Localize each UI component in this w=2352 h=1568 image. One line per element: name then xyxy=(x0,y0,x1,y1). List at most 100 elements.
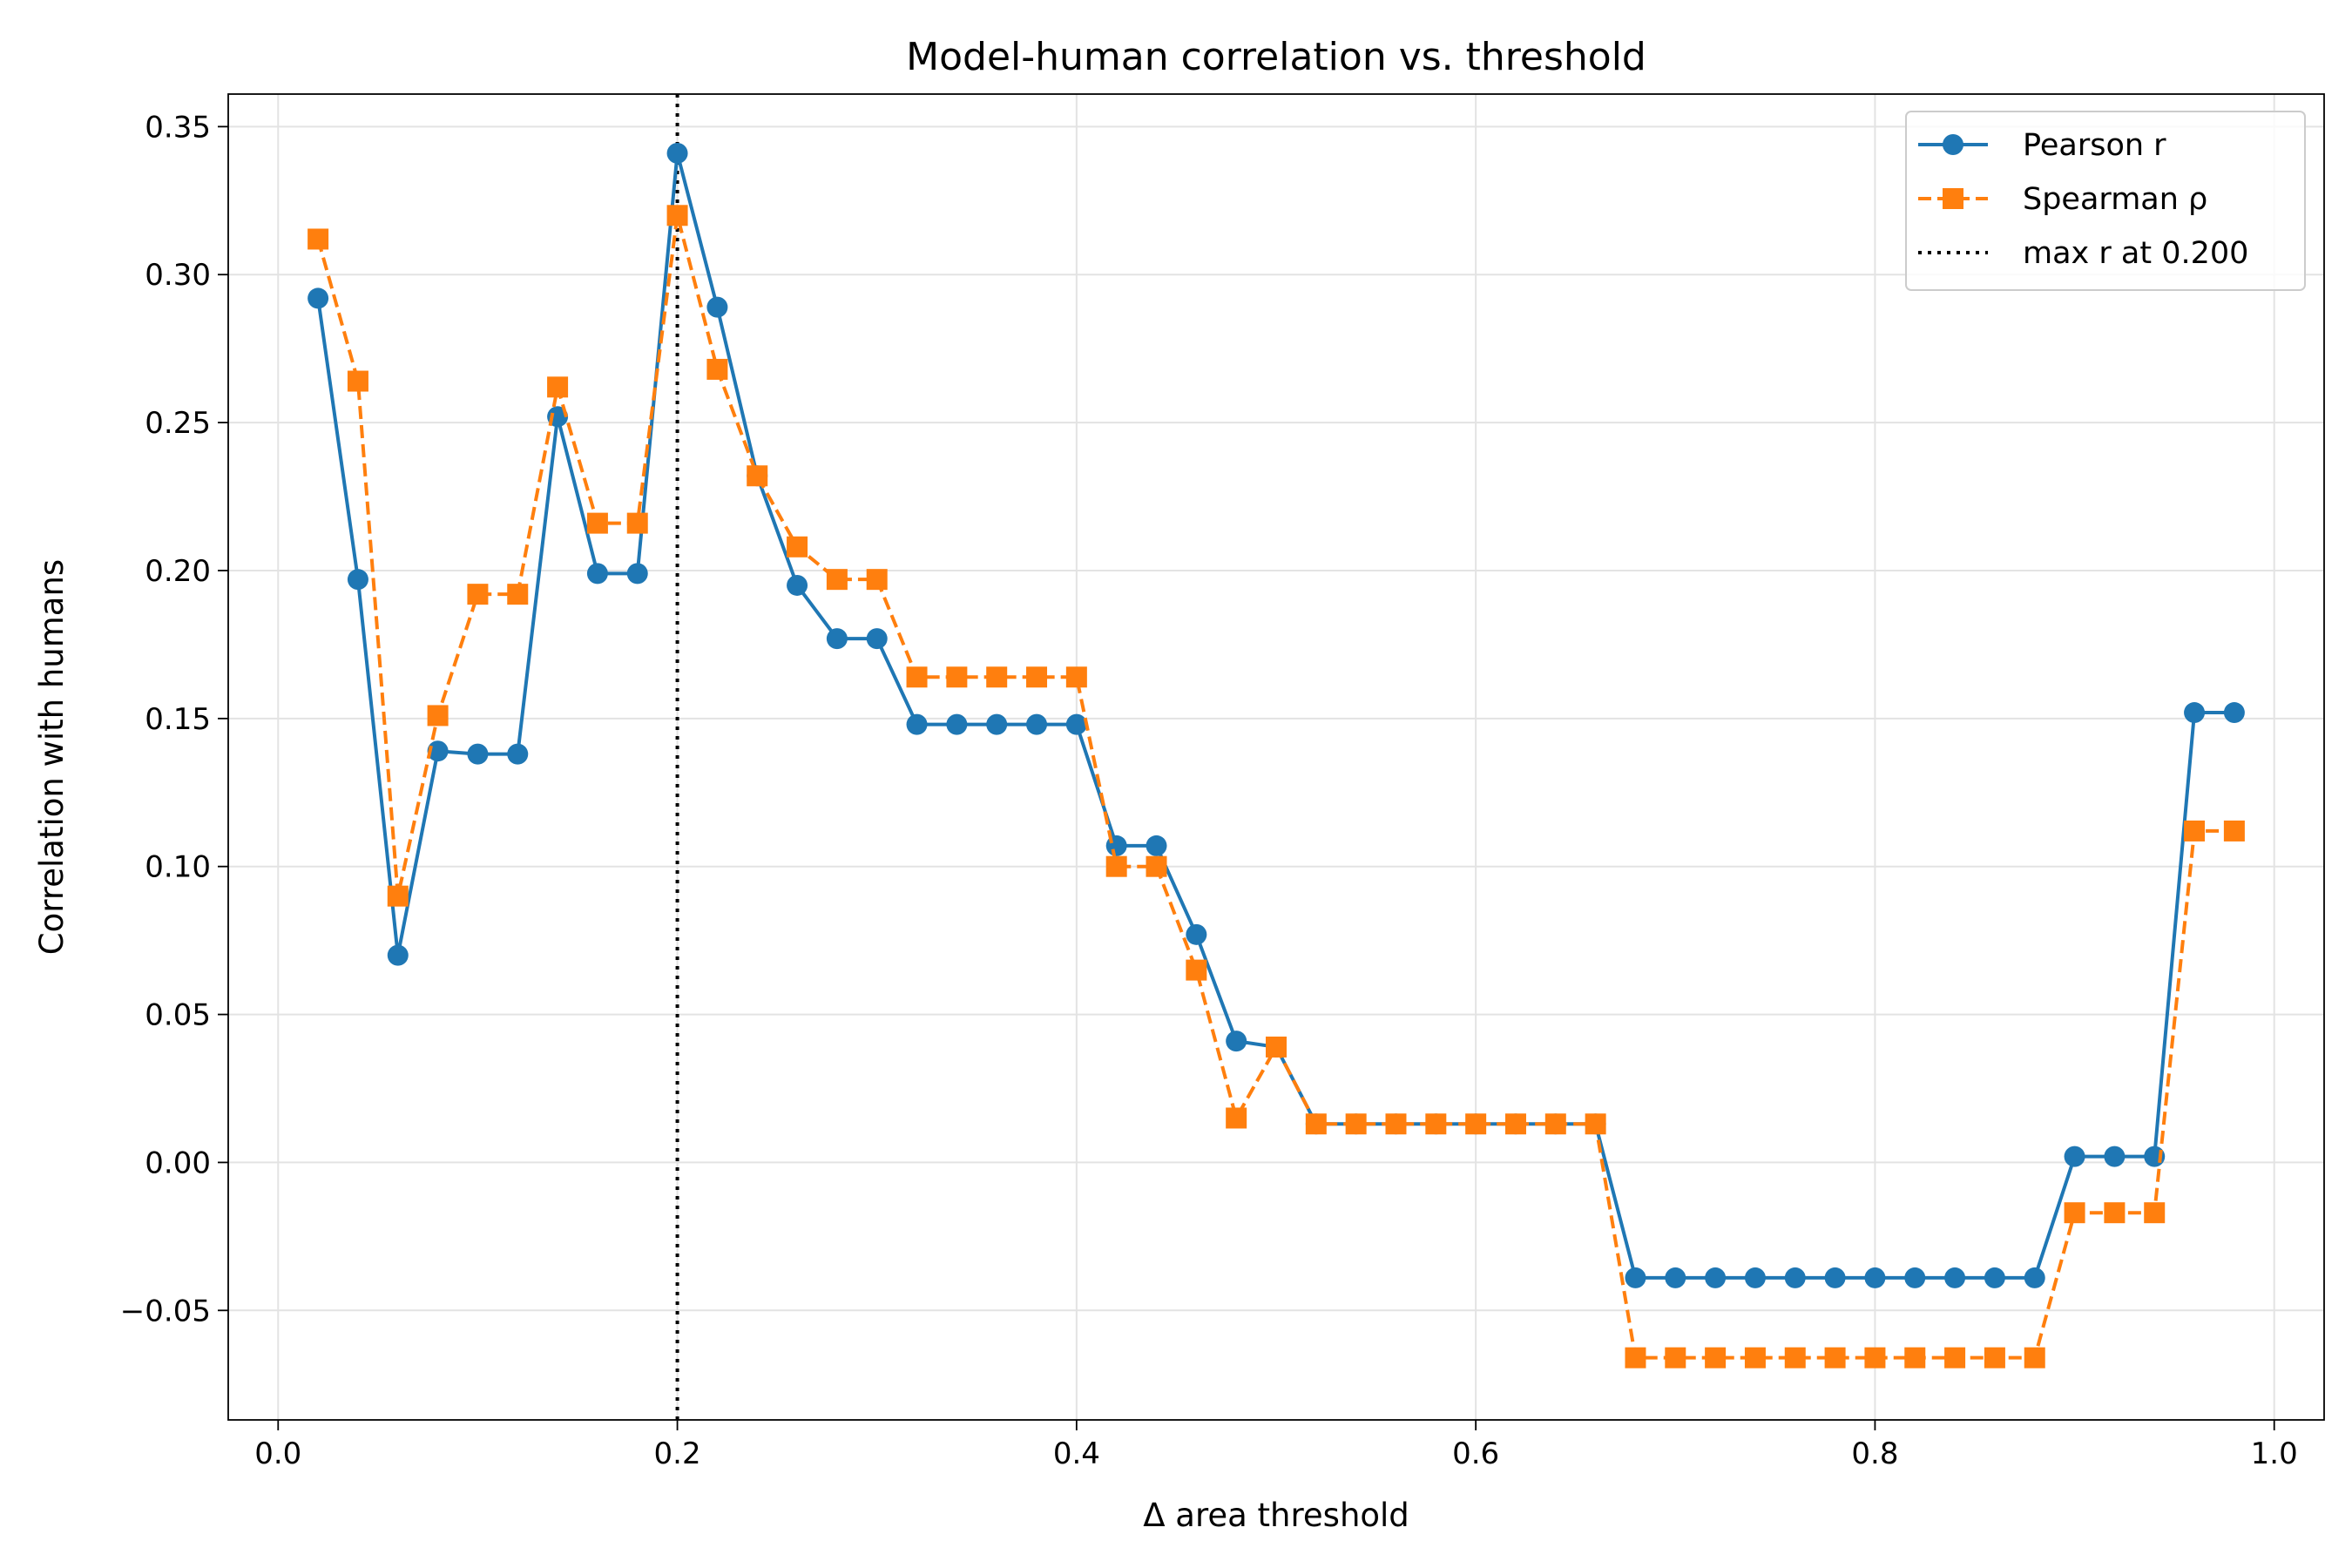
pearson-point xyxy=(706,296,728,318)
spearman-point xyxy=(2104,1202,2126,1224)
spearman-point xyxy=(1026,666,1048,688)
pearson-point xyxy=(826,628,848,650)
pearson-point xyxy=(1226,1031,1247,1052)
pearson-point xyxy=(347,569,368,591)
legend-label: Spearman ρ xyxy=(2023,182,2207,217)
x-axis-label: Δ area threshold xyxy=(1143,1497,1409,1534)
spearman-point xyxy=(427,705,449,727)
pearson-point xyxy=(467,743,489,765)
spearman-point xyxy=(308,228,329,250)
y-tick-label: 0.20 xyxy=(145,554,211,589)
spearman-point xyxy=(1385,1113,1407,1135)
spearman-point xyxy=(747,465,768,487)
x-tick-label: 0.0 xyxy=(254,1436,301,1471)
chart-title: Model-human correlation vs. threshold xyxy=(906,35,1646,79)
spearman-point xyxy=(2223,820,2245,841)
spearman-point xyxy=(387,885,409,907)
spearman-point xyxy=(706,358,728,380)
legend-marker xyxy=(1943,188,1963,209)
pearson-point xyxy=(1864,1267,1886,1288)
pearson-point xyxy=(2064,1146,2085,1167)
spearman-point xyxy=(347,370,368,392)
spearman-point xyxy=(1585,1113,1606,1135)
spearman-point xyxy=(547,376,569,398)
pearson-point xyxy=(1186,923,1207,945)
y-tick-label: 0.00 xyxy=(145,1146,211,1180)
spearman-point xyxy=(666,205,688,226)
spearman-point xyxy=(2144,1202,2166,1224)
grid xyxy=(228,94,2324,1420)
pearson-point xyxy=(946,713,968,735)
spearman-point xyxy=(1625,1347,1646,1369)
spearman-point xyxy=(1146,855,1167,877)
spearman-point xyxy=(1705,1347,1727,1369)
spearman-point xyxy=(1864,1347,1886,1369)
spearman-point xyxy=(906,666,928,688)
pearson-point xyxy=(2223,702,2245,724)
x-tick-label: 0.8 xyxy=(1851,1436,1898,1471)
y-axis-label: Correlation with humans xyxy=(33,559,71,955)
spearman-point xyxy=(1425,1113,1447,1135)
pearson-point xyxy=(906,713,928,735)
y-tick-label: −0.05 xyxy=(120,1294,211,1328)
y-tick-label: 0.15 xyxy=(145,702,211,737)
spearman-point xyxy=(2064,1202,2085,1224)
spearman-point xyxy=(946,666,968,688)
axis-ticks: 0.0 0.2 0.4 0.6 0.8 1.0 −0.05 0.00 0.05 0.10 0.15 0… xyxy=(120,110,2298,1471)
pearson-point xyxy=(1944,1267,1966,1288)
x-tick-label: 0.4 xyxy=(1053,1436,1100,1471)
y-tick-label: 0.10 xyxy=(145,850,211,885)
pearson-point xyxy=(1705,1267,1727,1288)
pearson-point xyxy=(1784,1267,1806,1288)
pearson-point xyxy=(507,743,529,765)
pearson-point xyxy=(586,563,608,585)
spearman-point xyxy=(1105,855,1127,877)
legend-marker xyxy=(1943,134,1963,155)
spearman-point xyxy=(2184,820,2206,841)
pearson-point xyxy=(1744,1267,1766,1288)
pearson-point xyxy=(1625,1267,1646,1288)
pearson-point xyxy=(866,628,888,650)
spearman-point xyxy=(986,666,1008,688)
pearson-point xyxy=(626,563,648,585)
pearson-point xyxy=(1065,713,1087,735)
legend-label: Pearson r xyxy=(2023,128,2166,163)
pearson-point xyxy=(1824,1267,1846,1288)
spearman-point xyxy=(1904,1347,1926,1369)
pearson-point xyxy=(787,574,808,596)
pearson-point xyxy=(986,713,1008,735)
spearman-point xyxy=(1504,1113,1526,1135)
series-spearman xyxy=(308,205,2245,1369)
spearman-point xyxy=(586,512,608,534)
spearman-point xyxy=(1784,1347,1806,1369)
spearman-point xyxy=(866,569,888,591)
pearson-point xyxy=(1984,1267,2005,1288)
spearman-point xyxy=(1544,1113,1566,1135)
x-tick-label: 0.2 xyxy=(654,1436,701,1471)
pearson-point xyxy=(1665,1267,1686,1288)
spearman-point xyxy=(1465,1113,1487,1135)
pearson-point xyxy=(2184,702,2206,724)
spearman-point xyxy=(787,536,808,558)
y-tick-label: 0.35 xyxy=(145,110,211,145)
spearman-point xyxy=(1065,666,1087,688)
pearson-point xyxy=(1904,1267,1926,1288)
legend: Pearson r Spearman ρ max r at 0.200 xyxy=(1905,111,2306,291)
pearson-point xyxy=(1146,835,1167,856)
spearman-point xyxy=(826,569,848,591)
y-tick-label: 0.05 xyxy=(145,998,211,1033)
spearman-point xyxy=(1226,1107,1247,1129)
axes-frame xyxy=(227,93,2325,1421)
pearson-point xyxy=(1026,713,1048,735)
spearman-point xyxy=(507,584,529,605)
y-tick-label: 0.25 xyxy=(145,406,211,441)
spearman-point xyxy=(467,584,489,605)
x-tick-label: 0.6 xyxy=(1452,1436,1499,1471)
legend-box xyxy=(1905,111,2306,291)
spearman-point xyxy=(1186,959,1207,981)
spearman-point xyxy=(1305,1113,1327,1135)
spearman-point xyxy=(1984,1347,2005,1369)
plot-area xyxy=(308,94,2245,1420)
pearson-point xyxy=(666,142,688,164)
